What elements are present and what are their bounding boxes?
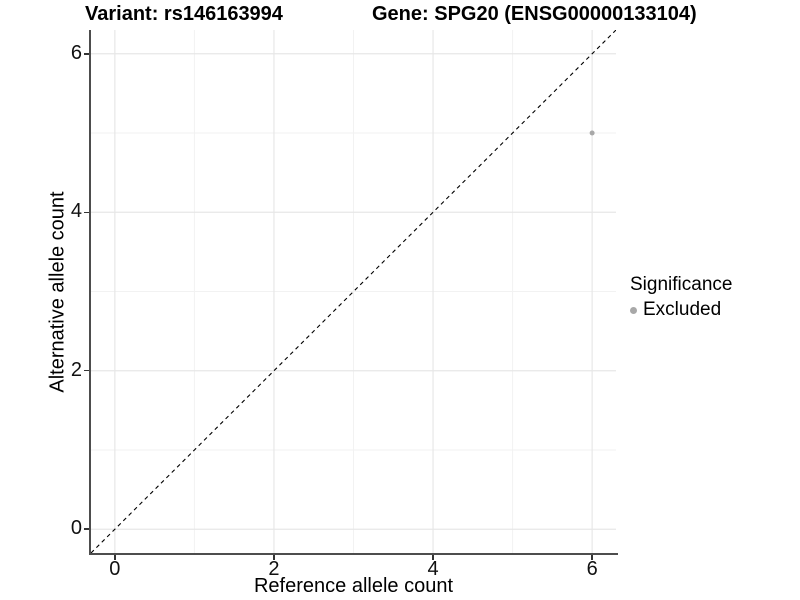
plot-panel <box>90 29 617 554</box>
y-tick-mark <box>84 211 89 213</box>
y-tick-label: 6 <box>70 41 82 64</box>
x-tick-label: 2 <box>268 558 280 580</box>
x-tick-label: 4 <box>427 558 439 580</box>
y-tick-mark <box>84 369 89 372</box>
legend: Significance Excluded <box>630 274 732 321</box>
excluded-point-icon <box>630 306 637 314</box>
plot-canvas <box>90 29 617 554</box>
data-point <box>589 130 595 136</box>
x-tick-mark <box>273 555 275 560</box>
gene-title: Gene: SPG20 (ENSG00000133104) <box>372 3 697 25</box>
variant-title: Variant: rs146163994 <box>85 3 283 25</box>
y-tick-label: 2 <box>70 358 82 381</box>
y-tick-label: 4 <box>70 200 82 223</box>
legend-title: Significance <box>630 274 733 295</box>
y-tick-label: 0 <box>70 517 82 540</box>
x-axis-line <box>89 553 618 555</box>
x-tick-label: 6 <box>586 558 598 580</box>
y-tick-mark <box>84 528 89 530</box>
legend-item-excluded: Excluded <box>630 299 732 321</box>
x-tick-label: 0 <box>109 558 121 580</box>
legend-item-label: Excluded <box>643 299 722 320</box>
identity-line <box>90 29 617 554</box>
x-tick-mark <box>114 555 116 560</box>
x-tick-mark <box>591 555 593 560</box>
y-axis-line <box>89 30 91 555</box>
x-axis-title: Reference allele count <box>253 575 453 597</box>
y-tick-mark <box>84 53 89 55</box>
x-tick-mark <box>432 555 434 560</box>
